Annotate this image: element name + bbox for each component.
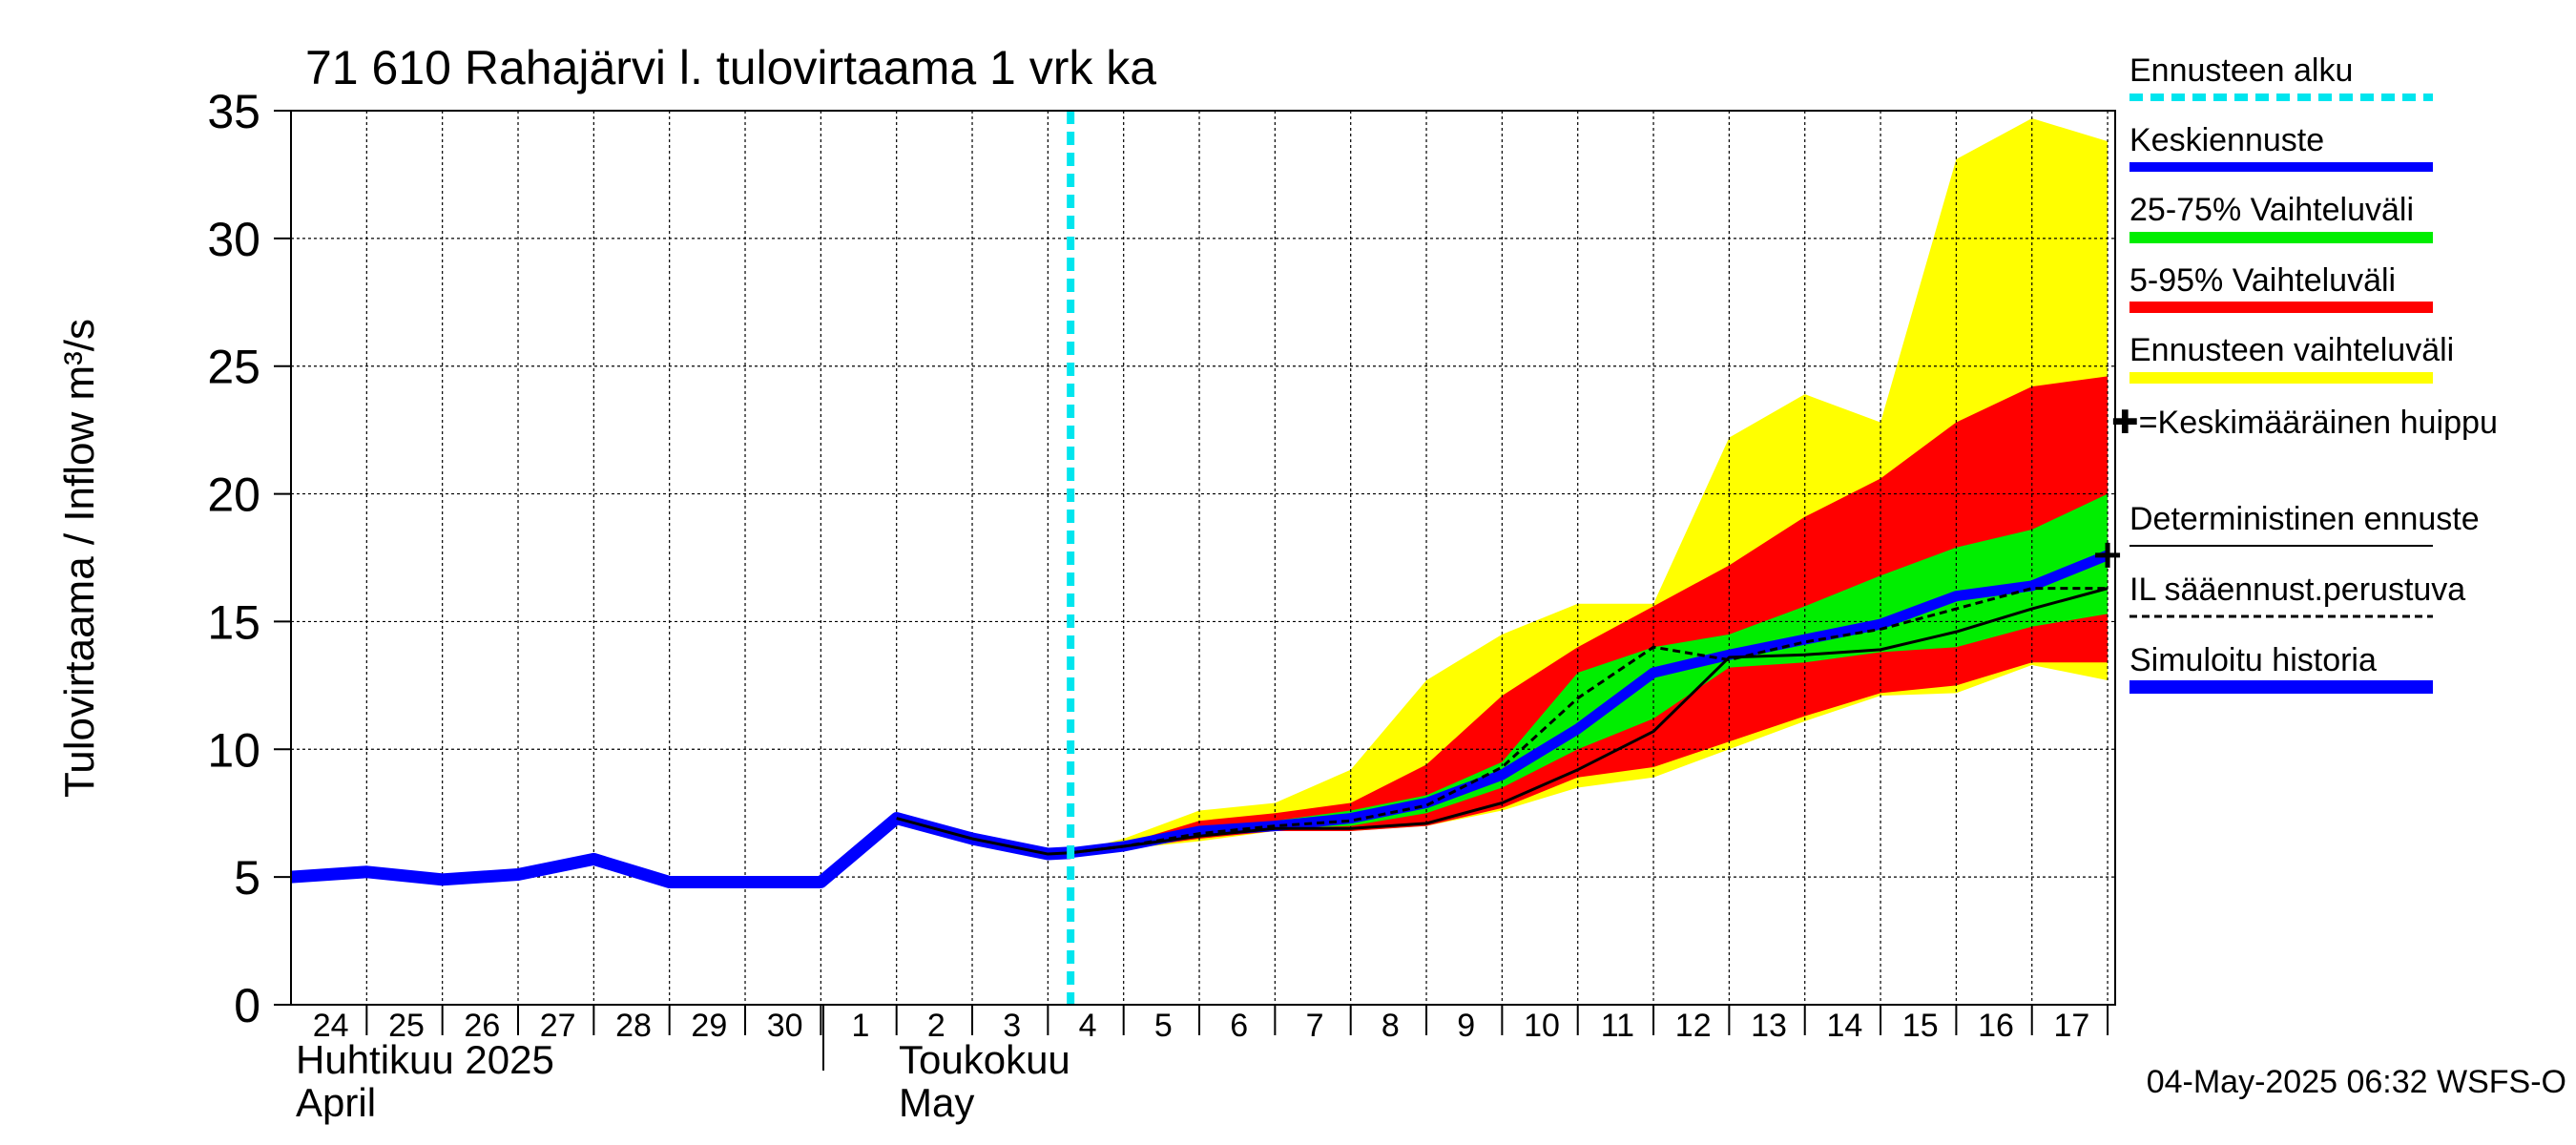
x-tick-label: 10	[1524, 1008, 1560, 1044]
y-tick-label: 0	[234, 979, 260, 1032]
x-tick-label: 28	[615, 1008, 652, 1044]
x-tick-label: 26	[464, 1008, 500, 1044]
month-label-april-line1: Huhtikuu 2025	[296, 1037, 554, 1082]
chart-title: 71 610 Rahajärvi l. tulovirtaama 1 vrk k…	[305, 41, 1156, 94]
month-label-april-line2: April	[296, 1080, 376, 1125]
y-tick-label: 30	[207, 213, 260, 266]
plot-frame	[290, 110, 2116, 1006]
x-tick-label: 24	[313, 1008, 349, 1044]
month-label-may-line1: Toukokuu	[899, 1037, 1070, 1082]
legend-label-peak: ✚=Keskimääräinen huippu	[2111, 405, 2498, 441]
x-tick-label: 1	[852, 1008, 870, 1044]
band-5-95-area	[1070, 376, 2109, 853]
x-tick-label: 11	[1601, 1008, 1634, 1044]
x-tick-label: 7	[1306, 1008, 1324, 1044]
band-25-75-area	[1070, 493, 2109, 853]
legend-label-forecast-start: Ennusteen alku	[2129, 52, 2353, 89]
x-tick-label: 25	[388, 1008, 425, 1044]
legend-label-simulated: Simuloitu historia	[2129, 642, 2377, 678]
x-tick-label: 14	[1826, 1008, 1862, 1044]
y-tick-label: 25	[207, 341, 260, 394]
x-tick-label: 15	[1902, 1008, 1939, 1044]
x-tick-label: 2	[927, 1008, 945, 1044]
x-tick-label: 17	[2053, 1008, 2089, 1044]
legend: Ennusteen alku Keskiennuste 25-75% Vaiht…	[2111, 52, 2498, 694]
x-tick-label: 16	[1978, 1008, 2014, 1044]
x-tick-label: 4	[1079, 1008, 1097, 1044]
x-tick-label: 3	[1003, 1008, 1021, 1044]
y-tick-label: 20	[207, 468, 260, 522]
y-tick-label: 15	[207, 595, 260, 649]
mean-forecast-line	[1070, 550, 2110, 859]
y-axis-label: Tulovirtaama / Inflow m³/s	[56, 319, 103, 798]
legend-label-band-25-75: 25-75% Vaihteluväli	[2129, 192, 2414, 228]
y-tick-label: 10	[207, 723, 260, 777]
x-tick-label: 8	[1381, 1008, 1400, 1044]
legend-label-il: IL sääennust.perustuva	[2129, 572, 2465, 608]
x-tick-label: 27	[540, 1008, 576, 1044]
legend-label-band-5-95: 5-95% Vaihteluväli	[2129, 262, 2396, 299]
footer-timestamp: 04-May-2025 06:32 WSFS-O	[2147, 1064, 2566, 1100]
y-tick-label: 5	[234, 851, 260, 905]
x-tick-label: 12	[1675, 1008, 1712, 1044]
legend-label-mean: Keskiennuste	[2129, 122, 2324, 158]
x-tick-label: 29	[691, 1008, 727, 1044]
x-tick-label: 13	[1751, 1008, 1787, 1044]
x-tick-label: 5	[1154, 1008, 1173, 1044]
il-forecast-line	[1070, 587, 2109, 855]
x-tick-label: 9	[1457, 1008, 1475, 1044]
y-tick-label: 35	[207, 85, 260, 138]
month-label-may-line2: May	[899, 1080, 974, 1125]
legend-label-deterministic: Deterministinen ennuste	[2129, 501, 2480, 537]
x-tick-label: 30	[767, 1008, 803, 1044]
legend-label-band-full: Ennusteen vaihteluväli	[2129, 332, 2454, 368]
x-tick-label: 6	[1230, 1008, 1248, 1044]
